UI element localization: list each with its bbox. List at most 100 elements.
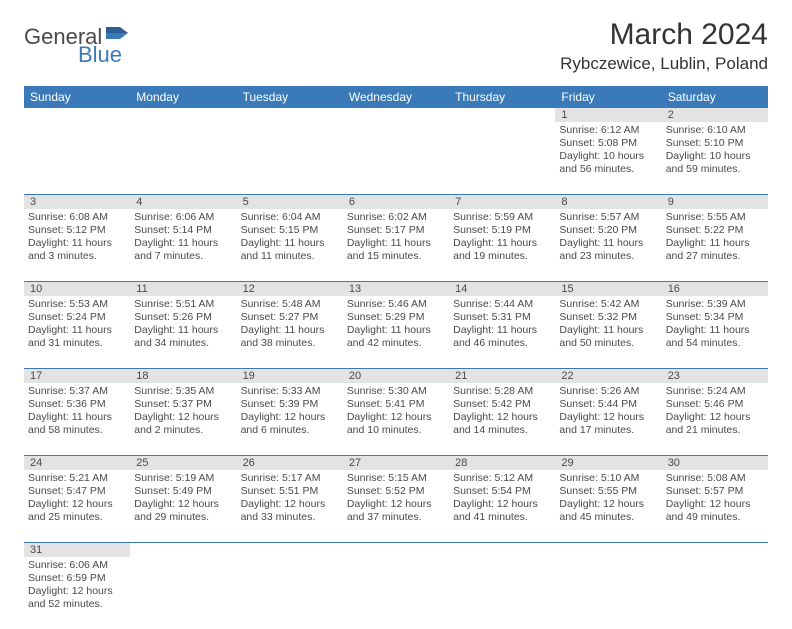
daylight-text: Daylight: 12 hours and 14 minutes. [453,411,551,437]
sunset-text: Sunset: 5:44 PM [559,398,657,411]
sunset-text: Sunset: 5:39 PM [241,398,339,411]
sunrise-text: Sunrise: 6:06 AM [134,211,232,224]
daylight-text: Daylight: 12 hours and 2 minutes. [134,411,232,437]
sunrise-text: Sunrise: 5:19 AM [134,472,232,485]
day-cell: Sunrise: 5:48 AMSunset: 5:27 PMDaylight:… [237,296,343,368]
weekday-header: Friday [555,86,661,108]
day-number [343,543,449,557]
sunset-text: Sunset: 5:47 PM [28,485,126,498]
sunset-text: Sunset: 5:26 PM [134,311,232,324]
sunrise-text: Sunrise: 5:12 AM [453,472,551,485]
daylight-text: Daylight: 11 hours and 31 minutes. [28,324,126,350]
daylight-text: Daylight: 10 hours and 59 minutes. [666,150,764,176]
day-cell: Sunrise: 6:02 AMSunset: 5:17 PMDaylight:… [343,209,449,281]
daylight-text: Daylight: 11 hours and 23 minutes. [559,237,657,263]
sunrise-text: Sunrise: 5:35 AM [134,385,232,398]
daylight-text: Daylight: 11 hours and 19 minutes. [453,237,551,263]
sunset-text: Sunset: 5:17 PM [347,224,445,237]
weekday-header-row: SundayMondayTuesdayWednesdayThursdayFrid… [24,86,768,108]
day-number [237,108,343,122]
sunrise-text: Sunrise: 5:08 AM [666,472,764,485]
sunrise-text: Sunrise: 5:26 AM [559,385,657,398]
sunset-text: Sunset: 5:32 PM [559,311,657,324]
sunrise-text: Sunrise: 6:08 AM [28,211,126,224]
weekday-header: Saturday [662,86,768,108]
week-row: Sunrise: 5:37 AMSunset: 5:36 PMDaylight:… [24,383,768,456]
sunset-text: Sunset: 5:15 PM [241,224,339,237]
day-number [130,543,236,557]
week-row: Sunrise: 6:08 AMSunset: 5:12 PMDaylight:… [24,209,768,282]
day-number [449,543,555,557]
day-number: 16 [662,282,768,296]
weekday-header: Wednesday [343,86,449,108]
day-number: 11 [130,282,236,296]
sunrise-text: Sunrise: 5:53 AM [28,298,126,311]
day-cell: Sunrise: 5:15 AMSunset: 5:52 PMDaylight:… [343,470,449,542]
day-number [662,543,768,557]
day-cell: Sunrise: 5:46 AMSunset: 5:29 PMDaylight:… [343,296,449,368]
sunset-text: Sunset: 5:22 PM [666,224,764,237]
sunset-text: Sunset: 5:51 PM [241,485,339,498]
day-cell: Sunrise: 5:30 AMSunset: 5:41 PMDaylight:… [343,383,449,455]
day-cell: Sunrise: 6:10 AMSunset: 5:10 PMDaylight:… [662,122,768,194]
sunset-text: Sunset: 5:08 PM [559,137,657,150]
sunset-text: Sunset: 5:41 PM [347,398,445,411]
day-number: 29 [555,456,661,470]
day-number: 9 [662,195,768,209]
calendar: SundayMondayTuesdayWednesdayThursdayFrid… [24,86,768,629]
day-number: 5 [237,195,343,209]
sunrise-text: Sunrise: 6:04 AM [241,211,339,224]
daylight-text: Daylight: 11 hours and 54 minutes. [666,324,764,350]
sunset-text: Sunset: 5:12 PM [28,224,126,237]
daylight-text: Daylight: 12 hours and 6 minutes. [241,411,339,437]
sunrise-text: Sunrise: 6:10 AM [666,124,764,137]
day-number: 24 [24,456,130,470]
day-number: 1 [555,108,661,122]
daylight-text: Daylight: 12 hours and 41 minutes. [453,498,551,524]
day-number: 13 [343,282,449,296]
day-number: 22 [555,369,661,383]
day-number-row: 24252627282930 [24,456,768,470]
day-cell: Sunrise: 5:35 AMSunset: 5:37 PMDaylight:… [130,383,236,455]
sunrise-text: Sunrise: 5:55 AM [666,211,764,224]
day-number: 31 [24,543,130,557]
day-cell [130,122,236,194]
sunset-text: Sunset: 5:20 PM [559,224,657,237]
day-cell: Sunrise: 5:19 AMSunset: 5:49 PMDaylight:… [130,470,236,542]
page: General Blue March 2024 Rybczewice, Lubl… [0,0,792,629]
sunrise-text: Sunrise: 5:28 AM [453,385,551,398]
daylight-text: Daylight: 11 hours and 3 minutes. [28,237,126,263]
sunset-text: Sunset: 5:29 PM [347,311,445,324]
weekday-header: Tuesday [237,86,343,108]
day-number: 12 [237,282,343,296]
title-block: March 2024 Rybczewice, Lublin, Poland [560,18,768,74]
day-number: 19 [237,369,343,383]
daylight-text: Daylight: 12 hours and 33 minutes. [241,498,339,524]
day-cell: Sunrise: 5:28 AMSunset: 5:42 PMDaylight:… [449,383,555,455]
day-cell: Sunrise: 5:37 AMSunset: 5:36 PMDaylight:… [24,383,130,455]
day-cell [449,557,555,629]
daylight-text: Daylight: 12 hours and 17 minutes. [559,411,657,437]
daylight-text: Daylight: 11 hours and 58 minutes. [28,411,126,437]
sunset-text: Sunset: 5:55 PM [559,485,657,498]
day-cell: Sunrise: 5:26 AMSunset: 5:44 PMDaylight:… [555,383,661,455]
sunset-text: Sunset: 5:52 PM [347,485,445,498]
sunset-text: Sunset: 5:24 PM [28,311,126,324]
sunrise-text: Sunrise: 5:37 AM [28,385,126,398]
day-number: 27 [343,456,449,470]
day-number: 26 [237,456,343,470]
sunset-text: Sunset: 5:34 PM [666,311,764,324]
sunrise-text: Sunrise: 5:10 AM [559,472,657,485]
day-number [449,108,555,122]
sunrise-text: Sunrise: 5:42 AM [559,298,657,311]
sunrise-text: Sunrise: 6:12 AM [559,124,657,137]
sunset-text: Sunset: 5:46 PM [666,398,764,411]
day-cell: Sunrise: 5:33 AMSunset: 5:39 PMDaylight:… [237,383,343,455]
day-number: 8 [555,195,661,209]
day-number: 10 [24,282,130,296]
sunrise-text: Sunrise: 5:46 AM [347,298,445,311]
day-number-row: 3456789 [24,195,768,209]
day-number: 30 [662,456,768,470]
day-cell: Sunrise: 5:24 AMSunset: 5:46 PMDaylight:… [662,383,768,455]
logo: General Blue [24,18,128,50]
